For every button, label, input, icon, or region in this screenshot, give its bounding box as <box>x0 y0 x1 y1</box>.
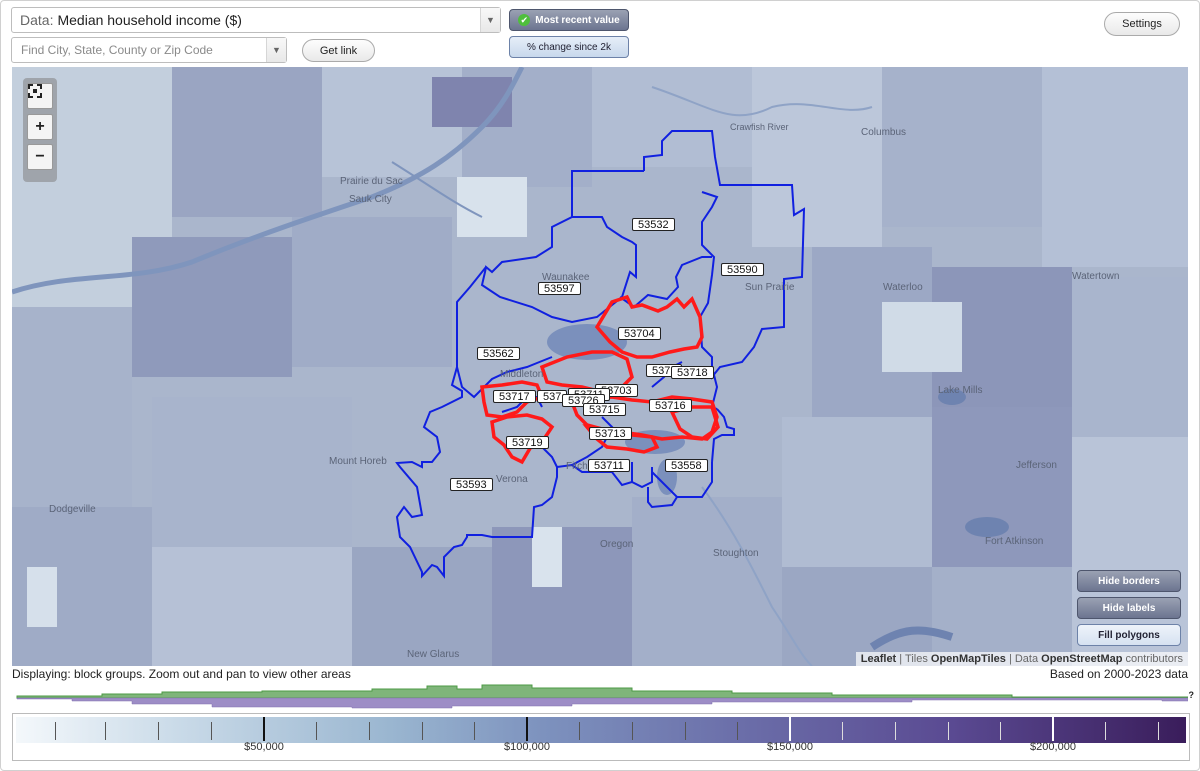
displaying-note: Displaying: block groups. Zoom out and p… <box>12 667 351 681</box>
zip-label[interactable]: 53704 <box>618 327 661 340</box>
legend-label: $150,000 <box>767 741 813 753</box>
place-label: Stoughton <box>713 548 759 559</box>
location-search[interactable]: ▼ <box>11 37 287 63</box>
openstreetmap-link[interactable]: OpenStreetMap <box>1041 653 1123 665</box>
help-icon[interactable]: ? <box>1188 690 1195 700</box>
data-select[interactable]: Data: Median household income ($) ▼ <box>11 7 501 33</box>
place-label: Oregon <box>600 539 634 550</box>
zip-label[interactable]: 53718 <box>671 366 714 379</box>
legend-minor-tick <box>895 722 896 740</box>
search-dropdown-chevron-icon[interactable]: ▼ <box>266 38 286 62</box>
legend-major-tick <box>526 717 528 741</box>
legend-minor-tick <box>1105 722 1106 740</box>
place-label: Sun Prairie <box>745 282 795 293</box>
chevron-down-icon[interactable]: ▼ <box>480 8 500 32</box>
map-attribution: Leaflet | Tiles OpenMapTiles | Data Open… <box>855 652 1188 666</box>
data-select-value: Median household income ($) <box>57 12 242 28</box>
map-canvas <box>12 67 1188 666</box>
place-label: Prairie du Sac <box>340 176 403 187</box>
get-link-button[interactable]: Get link <box>302 39 375 62</box>
legend-major-tick <box>789 717 791 741</box>
place-label: Sauk City <box>349 194 392 205</box>
legend-minor-tick <box>685 722 686 740</box>
data-years-note: Based on 2000-2023 data <box>1049 667 1188 681</box>
place-label: New Glarus <box>407 649 460 660</box>
place-label: Mount Horeb <box>329 456 387 467</box>
zip-label[interactable]: 53715 <box>583 403 626 416</box>
legend-minor-tick <box>842 722 843 740</box>
attrib-data-prefix: | Data <box>1008 653 1039 665</box>
legend-minor-tick <box>369 722 370 740</box>
zoom-control: + − <box>23 78 57 182</box>
percent-change-button[interactable]: % change since 2k <box>509 36 629 58</box>
legend-minor-tick <box>1158 722 1159 740</box>
attrib-suffix: contributors <box>1125 653 1183 665</box>
settings-button[interactable]: Settings <box>1104 12 1180 36</box>
legend-major-tick <box>1052 717 1054 741</box>
most-recent-value-button[interactable]: ✔ Most recent value <box>509 9 629 31</box>
zip-label[interactable]: 53532 <box>632 218 675 231</box>
attrib-tiles-prefix: | Tiles <box>899 653 928 665</box>
zoom-out-button[interactable]: − <box>27 144 53 170</box>
most-recent-value-label: Most recent value <box>535 14 620 26</box>
check-icon: ✔ <box>518 14 531 26</box>
map-view[interactable]: + − Prairie du Sac Sauk City Columbus Cr… <box>12 67 1188 666</box>
legend-minor-tick <box>737 722 738 740</box>
place-label: Columbus <box>861 127 907 138</box>
legend-label: $100,000 <box>504 741 550 753</box>
legend-minor-tick <box>579 722 580 740</box>
color-legend: $50,000 $100,000 $150,000 $200,000 <box>12 713 1190 761</box>
zip-label[interactable]: 53562 <box>477 347 520 360</box>
place-label: Crawfish River <box>730 122 789 132</box>
zip-label[interactable]: 53597 <box>538 282 581 295</box>
place-label: Jefferson <box>1016 460 1057 471</box>
zip-label[interactable]: 53558 <box>665 459 708 472</box>
hide-borders-button[interactable]: Hide borders <box>1077 570 1181 592</box>
place-label: Waunakee <box>542 272 590 283</box>
legend-minor-tick <box>948 722 949 740</box>
fill-polygons-button[interactable]: Fill polygons <box>1077 624 1181 646</box>
legend-minor-tick <box>158 722 159 740</box>
legend-label: $200,000 <box>1030 741 1076 753</box>
zip-label[interactable]: 53711 <box>588 459 630 472</box>
place-label: Verona <box>496 474 528 485</box>
zip-label[interactable]: 53593 <box>450 478 493 491</box>
legend-minor-tick <box>105 722 106 740</box>
legend-major-tick <box>263 717 265 741</box>
zip-label[interactable]: 537 <box>537 390 568 403</box>
place-label: Watertown <box>1072 271 1120 282</box>
place-label: Waterloo <box>883 282 923 293</box>
legend-minor-tick <box>316 722 317 740</box>
openmaptiles-link[interactable]: OpenMapTiles <box>930 653 1006 665</box>
zip-label[interactable]: 53590 <box>721 263 764 276</box>
zip-label[interactable]: 53717 <box>493 390 536 403</box>
zoom-in-button[interactable]: + <box>27 114 53 140</box>
fullscreen-glyph <box>28 84 42 98</box>
place-label: Lake Mills <box>938 385 983 396</box>
leaflet-link[interactable]: Leaflet <box>860 653 897 665</box>
zip-label[interactable]: 53719 <box>506 436 549 449</box>
place-label: Fort Atkinson <box>985 536 1044 547</box>
legend-minor-tick <box>1000 722 1001 740</box>
legend-label: $50,000 <box>244 741 284 753</box>
distribution-histogram <box>16 684 1188 709</box>
place-label: Dodgeville <box>49 504 96 515</box>
data-select-prefix: Data: <box>20 12 54 28</box>
legend-minor-tick <box>474 722 475 740</box>
zip-label[interactable]: 53713 <box>589 427 632 440</box>
place-label: Fitchburg <box>566 461 608 472</box>
zip-label[interactable]: 53716 <box>649 399 692 412</box>
location-search-input[interactable] <box>12 38 262 62</box>
legend-gradient <box>16 717 1186 743</box>
place-label: Middleton <box>500 369 544 380</box>
legend-minor-tick <box>422 722 423 740</box>
fullscreen-icon[interactable] <box>27 83 53 109</box>
hide-labels-button[interactable]: Hide labels <box>1077 597 1181 619</box>
legend-minor-tick <box>211 722 212 740</box>
legend-minor-tick <box>55 722 56 740</box>
legend-minor-tick <box>632 722 633 740</box>
